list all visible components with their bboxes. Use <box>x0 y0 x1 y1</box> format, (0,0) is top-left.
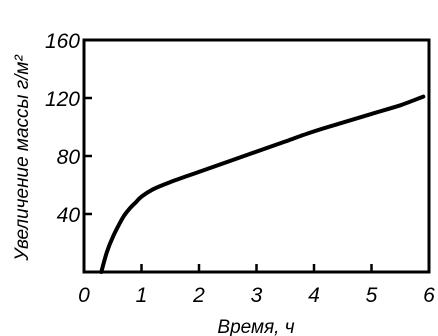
x-axis-ticks: 0 1 2 3 4 5 6 <box>78 264 435 307</box>
x-tick-label-4: 4 <box>308 284 320 307</box>
x-tick-label-2: 2 <box>192 284 205 307</box>
x-tick-label-5: 5 <box>366 284 378 307</box>
y-axis-ticks: 40 80 120 160 <box>45 30 92 227</box>
y-tick-label-1: 80 <box>57 146 81 169</box>
x-tick-label-1: 1 <box>136 284 148 307</box>
x-tick-label-6: 6 <box>423 284 435 307</box>
y-tick-label-0: 40 <box>57 204 81 227</box>
x-tick-label-0: 0 <box>78 284 90 307</box>
y-tick-label-2: 120 <box>45 88 80 111</box>
y-axis-title: Увеличение массы г/м² <box>12 55 33 262</box>
y-tick-label-3: 160 <box>45 30 80 53</box>
x-tick-label-3: 3 <box>251 284 263 307</box>
plot-frame <box>82 38 431 274</box>
series-line <box>99 94 426 274</box>
x-axis-title: Время, ч <box>217 317 294 336</box>
